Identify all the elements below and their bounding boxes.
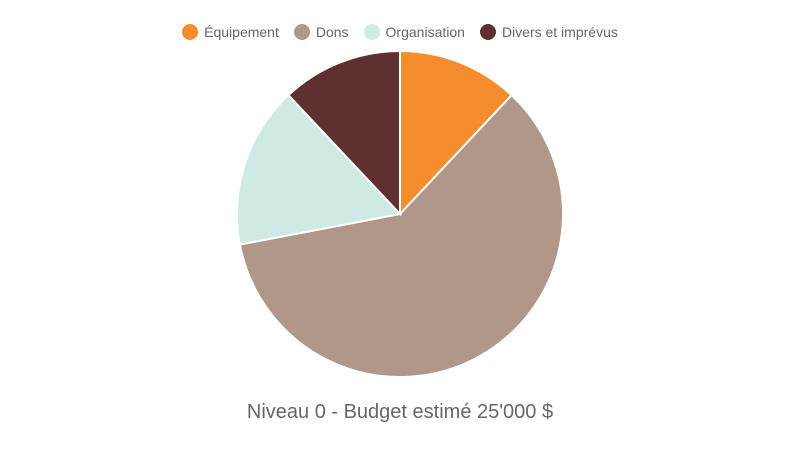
legend: Équipement Dons Organisation Divers et impr… <box>0 24 800 40</box>
legend-swatch <box>363 24 380 40</box>
legend-label: Équipement <box>204 24 279 40</box>
pie-slice-1[interactable] <box>399 49 513 217</box>
pie-slice-2[interactable] <box>238 93 564 378</box>
chart-title: Niveau 0 - Budget estimé 25'000 $ <box>246 401 554 423</box>
legend-item[interactable]: Divers et imprévus <box>479 24 618 40</box>
legend-swatch <box>182 24 199 40</box>
legend-item[interactable]: Équipement <box>182 24 279 40</box>
pie-slice-4[interactable] <box>287 49 401 217</box>
pie-slice-3[interactable] <box>236 93 402 246</box>
legend-label: Organisation <box>385 24 465 40</box>
legend-swatch <box>293 24 310 40</box>
legend-item[interactable]: Dons <box>293 24 349 40</box>
legend-item[interactable]: Organisation <box>363 24 465 40</box>
legend-label: Dons <box>315 24 349 40</box>
legend-swatch <box>479 24 496 40</box>
legend-label: Divers et imprévus <box>501 24 618 40</box>
